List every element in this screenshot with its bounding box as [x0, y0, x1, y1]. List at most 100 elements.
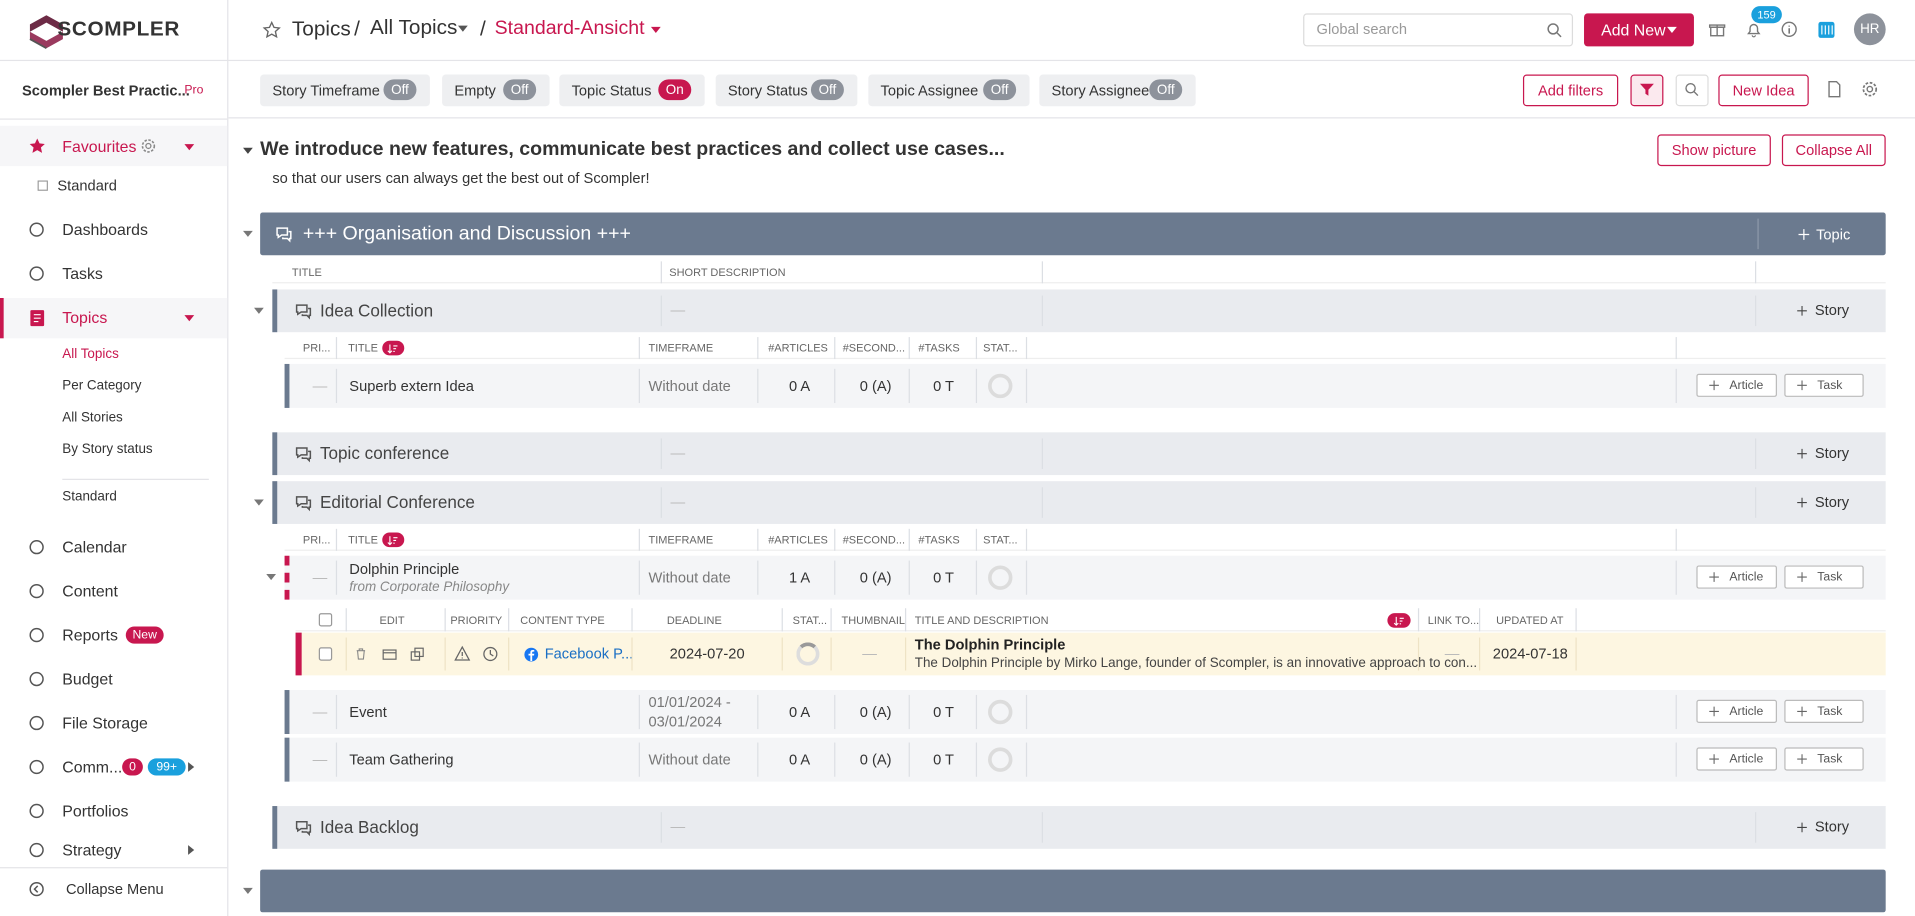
add-task-button[interactable] — [1784, 373, 1864, 397]
collapse-menu[interactable]: Collapse Menu — [65, 880, 164, 898]
caret[interactable] — [254, 307, 264, 314]
apps-icon[interactable] — [1817, 21, 1835, 39]
story-title[interactable]: Team Gathering — [349, 751, 454, 769]
nav-item[interactable]: Tasks — [62, 264, 103, 283]
nav-badge[interactable]: New — [125, 626, 164, 644]
divider — [1478, 637, 1481, 671]
settings-icon[interactable] — [1861, 81, 1878, 98]
add-new-button[interactable]: Add New — [1584, 13, 1694, 47]
topic-add[interactable]: Story — [1814, 818, 1850, 836]
breadcrumb[interactable]: Topics — [291, 17, 351, 41]
story-column: TIMEFRAME — [648, 533, 714, 546]
topic-view[interactable]: Standard — [62, 489, 117, 505]
divider — [1675, 528, 1677, 551]
priority-icon[interactable] — [454, 645, 471, 662]
filter-state[interactable]: Off — [810, 79, 844, 101]
filter-state[interactable]: Off — [983, 79, 1017, 101]
checkbox[interactable] — [318, 647, 333, 661]
breadcrumb[interactable]: All Topics — [370, 15, 458, 40]
nav-item[interactable]: Strategy — [62, 840, 122, 860]
story-title[interactable]: Superb extern Idea — [349, 377, 474, 395]
topic-add[interactable]: Story — [1814, 301, 1850, 319]
nav-item[interactable]: Content — [62, 581, 118, 601]
open-icon[interactable] — [382, 647, 397, 662]
copy-icon[interactable] — [410, 647, 425, 662]
nav-item[interactable]: Reports — [62, 625, 118, 645]
caret[interactable] — [1667, 26, 1677, 33]
caret[interactable] — [188, 762, 195, 772]
nav-item[interactable]: Dashboards — [62, 220, 148, 239]
filter-state[interactable]: Off — [503, 79, 537, 101]
caret[interactable] — [254, 499, 264, 506]
export-icon[interactable] — [1826, 80, 1843, 98]
divider — [1025, 368, 1028, 404]
nav-item[interactable]: Portfolios — [62, 801, 129, 821]
nav-item[interactable]: Budget — [62, 669, 113, 689]
add-task-button[interactable] — [1784, 699, 1864, 724]
topic-title: Idea Backlog — [319, 817, 419, 837]
new-idea-button[interactable]: New Idea — [1718, 74, 1809, 107]
nav-item[interactable]: Comm... — [62, 757, 123, 777]
filter-state[interactable]: Off — [383, 79, 417, 101]
collapse-icon[interactable] — [28, 881, 45, 898]
caret[interactable] — [243, 230, 253, 237]
content-title[interactable]: The Dolphin Principle — [914, 636, 1066, 654]
topic-icon — [295, 496, 312, 512]
button-label: Task — [1817, 379, 1843, 393]
nav-item[interactable]: Calendar — [62, 537, 127, 557]
collapse-all-button[interactable]: Collapse All — [1781, 134, 1886, 167]
bell-icon[interactable] — [1745, 21, 1762, 38]
add-article-button[interactable] — [1696, 373, 1777, 397]
divider — [660, 295, 662, 327]
add-article-button[interactable] — [1696, 565, 1777, 589]
nav-item[interactable]: Topics — [62, 308, 108, 327]
favourite-star[interactable] — [262, 20, 281, 39]
search-button[interactable] — [1675, 74, 1709, 107]
info-icon[interactable] — [1781, 21, 1798, 38]
divider — [1575, 608, 1577, 632]
avatar[interactable]: HR — [1853, 13, 1886, 46]
gift-icon[interactable] — [1708, 21, 1726, 38]
caret[interactable] — [184, 144, 195, 151]
category-title: +++ Organisation and Discussion +++ — [302, 223, 631, 245]
caret[interactable] — [457, 25, 468, 32]
divider — [1755, 487, 1757, 518]
notification-badge[interactable]: 159 — [1751, 6, 1782, 24]
show-picture-button[interactable]: Show picture — [1657, 134, 1771, 167]
deadline-icon[interactable] — [482, 646, 498, 662]
favourites-settings[interactable] — [140, 138, 156, 154]
nav-item[interactable]: Favourites — [62, 137, 137, 156]
divider — [781, 608, 783, 632]
nav-badge[interactable]: 0 — [122, 758, 143, 776]
favourite-item[interactable]: Standard — [57, 177, 117, 195]
topic-add[interactable]: Story — [1814, 493, 1850, 511]
checkbox[interactable] — [318, 613, 333, 627]
topic-subitem[interactable]: Per Category — [62, 378, 142, 394]
nav-item[interactable]: File Storage — [62, 713, 148, 733]
topic-add[interactable]: Story — [1814, 444, 1850, 462]
search-box[interactable] — [1303, 13, 1574, 47]
add-task-button[interactable] — [1784, 747, 1864, 771]
caret[interactable] — [188, 845, 195, 855]
caret[interactable] — [184, 315, 195, 322]
topic-subitem[interactable]: All Topics — [62, 346, 119, 362]
category-add[interactable]: Topic — [1816, 225, 1851, 244]
add-filters-button[interactable]: Add filters — [1522, 74, 1619, 107]
content-type[interactable]: Facebook P... — [544, 644, 634, 662]
delete-icon[interactable] — [354, 647, 367, 660]
nav-badge[interactable]: 99+ — [147, 758, 186, 776]
caret[interactable] — [266, 574, 277, 581]
add-article-button[interactable] — [1696, 699, 1777, 724]
breadcrumb[interactable]: Standard-Ansicht — [494, 18, 645, 40]
story-title[interactable]: Dolphin Principle — [349, 560, 460, 578]
story-title[interactable]: Event — [349, 703, 387, 721]
add-article-button[interactable] — [1696, 747, 1777, 771]
filter-state[interactable]: On — [658, 79, 692, 101]
add-task-button[interactable] — [1784, 565, 1864, 589]
filter-state[interactable]: Off — [1149, 79, 1183, 101]
topic-subitem[interactable]: All Stories — [62, 410, 123, 426]
caret[interactable] — [243, 147, 253, 154]
topic-subitem[interactable]: By Story status — [62, 442, 153, 457]
caret[interactable] — [243, 887, 253, 894]
caret[interactable] — [650, 26, 661, 33]
